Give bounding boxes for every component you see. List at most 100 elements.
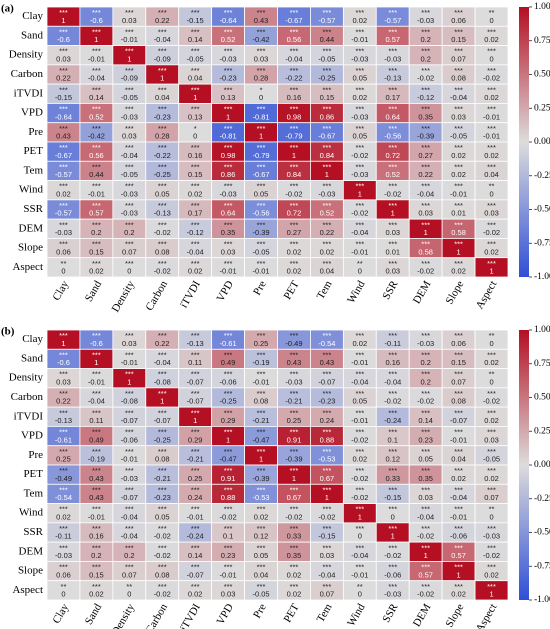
significance-stars: *** (224, 220, 233, 229)
cell-value: -0.01 (187, 512, 204, 521)
y-tick-label: Wind (19, 507, 43, 519)
cell-value: 0 (489, 16, 493, 25)
cell-value: 0.03 (122, 132, 137, 141)
colorbar-tick-label: -0.75 (534, 561, 550, 571)
significance-stars: *** (92, 105, 101, 114)
significance-stars: *** (92, 66, 101, 75)
significance-stars: *** (487, 66, 496, 75)
significance-stars: *** (59, 350, 68, 359)
cell-value: 0.05 (155, 512, 170, 521)
significance-stars: *** (257, 447, 266, 456)
cell-value: 0 (259, 93, 263, 102)
cell-value: -0.05 (483, 455, 500, 464)
significance-stars: *** (454, 408, 463, 417)
cell-value: -0.07 (187, 570, 204, 579)
significance-stars: *** (421, 389, 430, 398)
significance-stars: *** (224, 162, 233, 171)
cell-value: 0.84 (320, 151, 335, 160)
significance-stars: *** (487, 85, 496, 94)
cell-value: 0.25 (254, 339, 269, 348)
significance-stars: *** (421, 563, 430, 572)
y-tick-label: Clay (22, 10, 43, 22)
significance-stars: *** (323, 105, 332, 114)
cell-value: 0.02 (254, 512, 269, 521)
cell-value: 0.02 (287, 267, 302, 276)
cell-value: 0.15 (451, 35, 466, 44)
cell-value: -0.57 (55, 209, 72, 218)
cell-value: -0.04 (121, 512, 138, 521)
cell-value: 0.86 (221, 170, 236, 179)
cell-value: -0.23 (154, 493, 171, 502)
x-tick-label: VPD (214, 602, 235, 627)
significance-stars: *** (421, 350, 430, 359)
y-tick-label: iTVDI (14, 87, 44, 99)
significance-stars: *** (355, 485, 364, 494)
significance-stars: *** (454, 8, 463, 17)
cell-value: -0.21 (285, 397, 302, 406)
cell-value: -0.03 (220, 54, 237, 63)
cell-value: -0.57 (318, 16, 335, 25)
cell-value: 0.07 (451, 377, 466, 386)
cell-value: 0.14 (89, 93, 104, 102)
cell-value: 0.05 (353, 74, 368, 83)
cell-value: 0.58 (418, 247, 433, 256)
cell-value: -0.02 (351, 435, 368, 444)
significance-stars: *** (92, 201, 101, 210)
cell-value: 1 (325, 493, 329, 502)
cell-value: 0.23 (418, 435, 433, 444)
x-tick-label: Wind (345, 278, 368, 305)
significance-stars: *** (421, 27, 430, 36)
significance-stars: *** (59, 370, 68, 379)
significance-stars: *** (125, 220, 134, 229)
cell-value: 0.12 (254, 532, 269, 541)
x-tick-label: Pre (251, 279, 269, 298)
x-tick-label: Aspect (474, 602, 500, 629)
cell-value: -0.01 (483, 112, 500, 121)
cell-value: 1 (292, 474, 296, 483)
cell-value: 0.43 (56, 132, 71, 141)
cell-value: 0.05 (353, 132, 368, 141)
x-tick-label: Clay (50, 601, 71, 625)
x-tick-label: Tem (315, 601, 335, 624)
y-tick-label: Sand (21, 29, 44, 41)
significance-stars: *** (454, 524, 463, 533)
significance-stars: *** (487, 543, 496, 552)
significance-stars: *** (59, 66, 68, 75)
significance-stars: *** (355, 350, 364, 359)
cell-value: -0.23 (154, 112, 171, 121)
significance-stars: *** (388, 543, 397, 552)
cell-value: -0.01 (121, 358, 138, 367)
cell-value: -0.02 (154, 267, 171, 276)
cell-value: -0.12 (417, 93, 434, 102)
significance-stars: ** (489, 331, 495, 340)
x-tick-label: DEM (411, 602, 434, 629)
cell-value: 0.13 (221, 93, 236, 102)
significance-stars: *** (191, 240, 200, 249)
cell-value: 1 (160, 397, 164, 406)
cell-value: 0.01 (451, 209, 466, 218)
colorbar-tick-label: -0.50 (534, 205, 550, 215)
cell-value: 0.44 (320, 35, 335, 44)
significance-stars: *** (59, 47, 68, 56)
significance-stars: *** (355, 563, 364, 572)
cell-value: 0.44 (89, 170, 104, 179)
significance-stars: *** (323, 220, 332, 229)
significance-stars: *** (421, 182, 430, 191)
significance-stars: *** (388, 124, 397, 133)
cell-value: 0.07 (122, 570, 137, 579)
y-tick-label: VPD (21, 107, 43, 119)
significance-stars: *** (454, 259, 463, 268)
cell-value: -0.03 (121, 189, 138, 198)
cell-value: 0 (127, 590, 131, 599)
cell-value: -0.02 (285, 512, 302, 521)
cell-value: 0.17 (188, 209, 203, 218)
significance-stars: *** (224, 331, 233, 340)
cell-value: 0.02 (287, 590, 302, 599)
cell-value: -0.25 (154, 435, 171, 444)
y-tick-label: iTVDI (14, 410, 44, 422)
cell-value: 0.02 (287, 247, 302, 256)
significance-stars: *** (355, 543, 364, 552)
cell-value: -0.07 (121, 493, 138, 502)
significance-stars: *** (290, 331, 299, 340)
heatmap-cell (474, 580, 509, 601)
